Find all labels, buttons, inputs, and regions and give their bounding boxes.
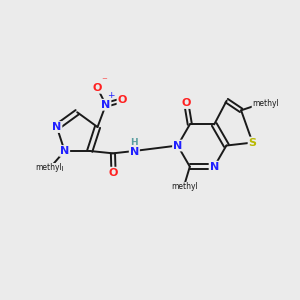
Text: O: O — [118, 95, 127, 105]
Text: S: S — [248, 138, 256, 148]
Text: ⁻: ⁻ — [101, 76, 107, 86]
Text: +: + — [107, 91, 115, 100]
Text: methyl: methyl — [35, 164, 62, 172]
Text: methyl: methyl — [171, 182, 198, 191]
Text: O: O — [182, 98, 191, 108]
Text: N: N — [52, 122, 62, 132]
Text: N: N — [130, 148, 139, 158]
Text: N: N — [60, 146, 69, 156]
Text: methyl: methyl — [252, 99, 279, 108]
Text: methyl: methyl — [39, 167, 63, 172]
Text: N: N — [101, 100, 110, 110]
Text: N: N — [173, 140, 182, 151]
Text: O: O — [109, 168, 118, 178]
Text: O: O — [93, 83, 102, 93]
Text: N: N — [210, 162, 219, 172]
Text: H: H — [130, 138, 138, 147]
